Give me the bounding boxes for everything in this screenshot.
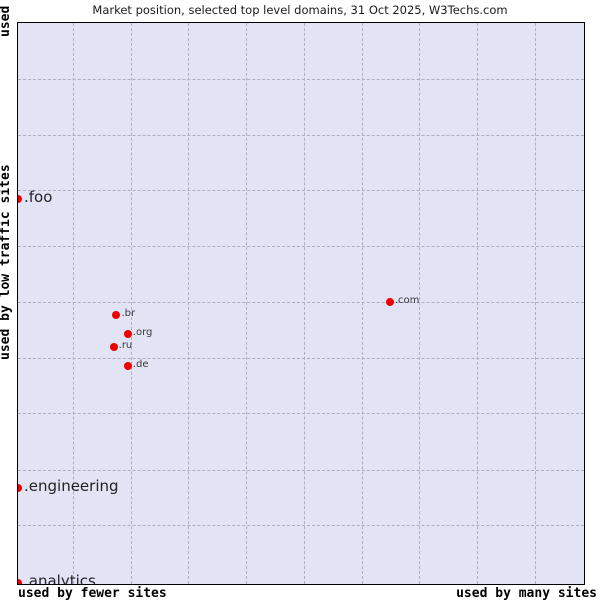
point-marker-icon — [18, 578, 22, 584]
gridline-vertical — [419, 23, 421, 584]
gridline-vertical — [188, 23, 190, 584]
point-marker-icon — [112, 310, 121, 319]
gridline-vertical — [130, 23, 132, 584]
gridline-vertical — [303, 23, 305, 584]
gridline-horizontal — [18, 190, 584, 192]
page-title: Market position, selected top level doma… — [92, 3, 508, 17]
point-marker-icon — [109, 342, 118, 351]
point-marker-icon — [385, 297, 394, 306]
gridline-horizontal — [18, 357, 584, 359]
data-point-label: .engineering — [24, 477, 119, 496]
data-point-label: .ru — [118, 339, 133, 351]
gridline-horizontal — [18, 525, 584, 527]
point-marker-icon — [18, 484, 22, 493]
data-point-label: .foo — [24, 187, 53, 206]
point-marker-icon — [123, 361, 132, 370]
data-point-label: .com — [394, 294, 420, 306]
point-marker-icon — [18, 194, 22, 203]
gridline-horizontal — [18, 301, 584, 303]
gridline-vertical — [535, 23, 537, 584]
gridline-horizontal — [18, 469, 584, 471]
gridlines — [18, 23, 584, 584]
gridline-vertical — [246, 23, 248, 584]
x-axis-right-label: used by many sites — [456, 586, 597, 601]
data-point-label: .br — [121, 307, 136, 319]
data-point-label: .analytics — [24, 571, 96, 585]
y-axis-bottom-label: used by low traffic sites — [0, 164, 13, 360]
gridline-horizontal — [18, 134, 584, 136]
gridline-horizontal — [18, 78, 584, 80]
data-point-label: .org — [132, 326, 153, 338]
gridline-vertical — [72, 23, 74, 584]
data-point-label: .de — [132, 358, 149, 370]
x-axis-left-label: used by fewer sites — [18, 586, 167, 601]
y-axis-top-label: used by high traffic sites — [0, 0, 13, 37]
gridline-horizontal — [18, 246, 584, 248]
gridline-vertical — [361, 23, 363, 584]
point-marker-icon — [123, 329, 132, 338]
gridline-vertical — [477, 23, 479, 584]
gridline-horizontal — [18, 413, 584, 415]
plot-area: .foo .com .br .org .ru .de .engineering .analyt… — [17, 22, 585, 585]
